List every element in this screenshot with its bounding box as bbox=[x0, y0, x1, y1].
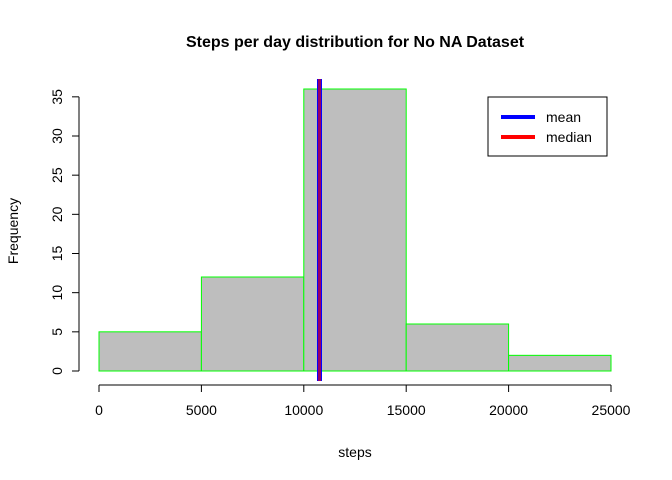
x-tick-label-5: 25000 bbox=[592, 402, 631, 418]
histogram-bar-4 bbox=[508, 354, 612, 372]
x-tick-label-0: 0 bbox=[95, 402, 103, 418]
legend-label-mean: mean bbox=[546, 109, 581, 125]
x-tick-label-1: 5000 bbox=[186, 402, 217, 418]
histogram-bar-3 bbox=[405, 323, 510, 372]
histogram-bar-1 bbox=[200, 276, 305, 372]
y-tick-label-2: 10 bbox=[49, 285, 65, 301]
x-tick-label-2: 10000 bbox=[284, 402, 323, 418]
x-axis: 0 5000 10000 15000 20000 25000 bbox=[95, 384, 631, 418]
histogram-bar-0 bbox=[98, 331, 202, 372]
x-tick-label-3: 15000 bbox=[387, 402, 426, 418]
y-axis-label: Frequency bbox=[5, 198, 21, 264]
y-tick-label-5: 25 bbox=[49, 167, 65, 183]
x-axis-label: steps bbox=[338, 444, 371, 460]
legend: mean median bbox=[487, 96, 608, 157]
y-tick-label-1: 5 bbox=[49, 328, 65, 336]
chart-title: Steps per day distribution for No NA Dat… bbox=[186, 34, 525, 51]
y-tick-label-4: 20 bbox=[49, 206, 65, 222]
y-tick-label-3: 15 bbox=[49, 246, 65, 262]
x-tick-label-4: 20000 bbox=[489, 402, 528, 418]
legend-box bbox=[487, 96, 608, 157]
y-axis: 0 5 10 15 20 25 30 35 bbox=[49, 89, 80, 375]
histogram-bars bbox=[98, 88, 612, 372]
y-tick-label-7: 35 bbox=[49, 89, 65, 105]
y-tick-label-6: 30 bbox=[49, 128, 65, 144]
legend-label-median: median bbox=[546, 129, 592, 145]
y-tick-label-0: 0 bbox=[49, 367, 65, 375]
